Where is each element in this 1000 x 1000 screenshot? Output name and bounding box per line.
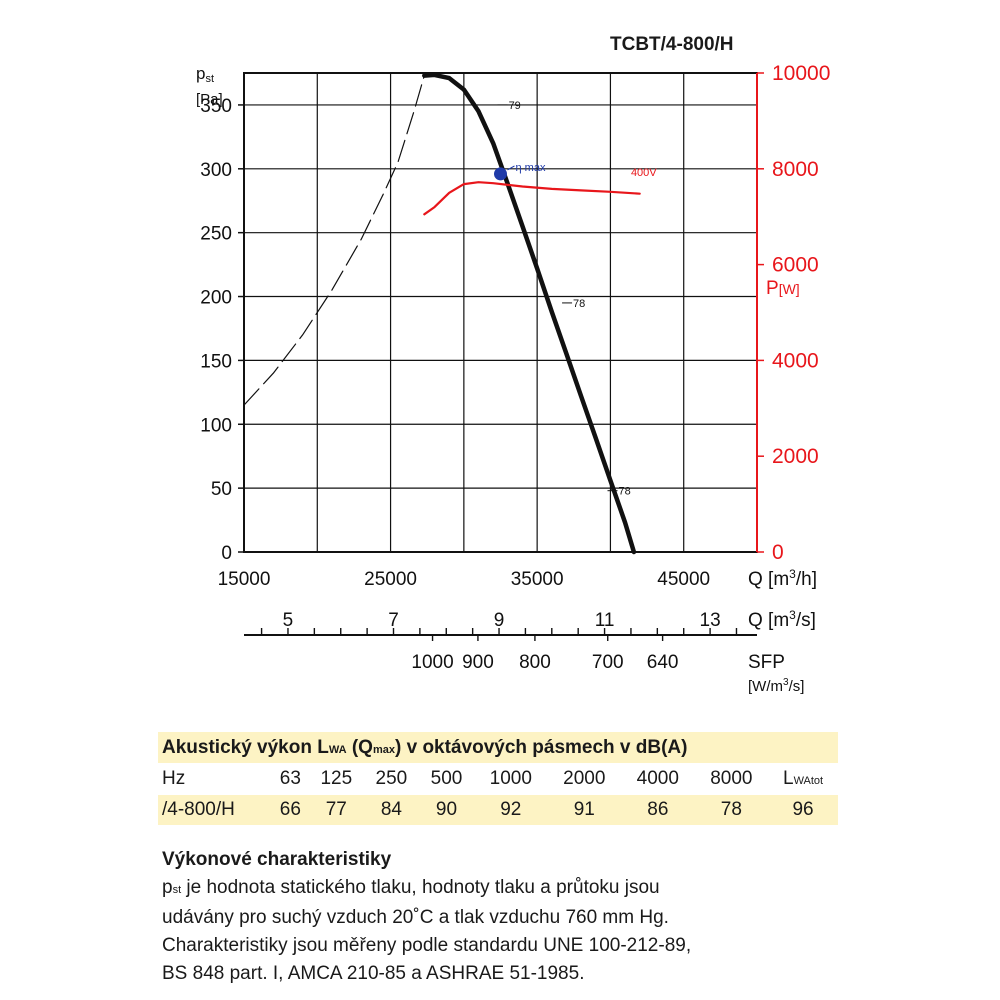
value-8000: 78 (694, 795, 769, 825)
x-tick-m3s: 11 (595, 610, 615, 631)
model-title: TCBT/4-800/H (610, 34, 734, 55)
value-125: 77 (308, 795, 364, 825)
series-400V (423, 181, 641, 216)
performance-heading: Výkonové charakteristiky (162, 849, 392, 870)
sfp-tick-label: 1000 (411, 652, 453, 673)
acoustic-table-title: Akustický výkon LWA (Qmax) v oktávových … (158, 732, 838, 763)
model-values-row: /4-800/H 66 77 84 90 92 91 86 78 96 (158, 795, 838, 825)
freq-4000: 4000 (636, 768, 679, 789)
x-axis-title-m3s: Q [m3/s] (748, 608, 816, 631)
left-tick-label: 50 (211, 479, 232, 500)
performance-line-1: pst je hodnota statického tlaku, hodnoty… (162, 877, 660, 898)
right-tick-label: 10000 (772, 62, 830, 85)
eta-max-label: η max (516, 162, 546, 174)
left-tick-label: 0 (221, 543, 232, 564)
performance-notes: Výkonové charakteristiky pst je hodnota … (162, 846, 882, 988)
value-total: 96 (768, 795, 838, 825)
value-1000: 92 (474, 795, 548, 825)
acoustic-power-table: Akustický výkon LWA (Qmax) v oktávových … (158, 732, 838, 825)
total-header: LWAtot (782, 768, 824, 789)
right-tick-label: 0 (772, 541, 784, 564)
left-tick-label: 150 (200, 351, 232, 372)
sfp-axis-title: SFP (748, 652, 785, 673)
x-tick-m3h: 15000 (218, 569, 271, 590)
right-tick-label: 6000 (772, 254, 819, 277)
sfp-tick-label: 900 (462, 652, 494, 673)
freq-125: 125 (320, 768, 353, 789)
x-tick-m3h: 25000 (364, 569, 417, 590)
x-tick-m3h: 45000 (657, 569, 710, 590)
x-tick-m3s: 13 (700, 610, 721, 631)
value-63: 66 (272, 795, 309, 825)
x-tick-m3s: 7 (388, 610, 399, 631)
chart-curves (243, 72, 641, 555)
left-tick-label: 350 (200, 96, 232, 117)
left-tick-label: 100 (200, 415, 232, 436)
sfp-tick-label: 640 (647, 652, 679, 673)
freq-250: 250 (375, 768, 408, 789)
value-500: 90 (418, 795, 475, 825)
sfp-tick-label: 700 (592, 652, 624, 673)
x-tick-m3h: 35000 (511, 569, 564, 590)
performance-line-4: BS 848 part. I, AMCA 210-85 a ASHRAE 51-… (162, 963, 585, 984)
left-axis-unit: [Pa] (196, 91, 223, 108)
series-label-400v: 400V (631, 167, 657, 179)
x-tick-m3s: 9 (494, 610, 505, 631)
chart-labels: 0 50 100 150 200 250 300 350 pst [Pa] 0 2000 4000 600… (196, 62, 830, 695)
right-tick-label: 8000 (772, 158, 819, 181)
row-model-label: /4-800/H (158, 795, 272, 825)
left-axis-title: pst (196, 64, 214, 85)
freq-500: 500 (430, 768, 463, 789)
freq-1000: 1000 (489, 768, 532, 789)
right-tick-label: 4000 (772, 349, 819, 372)
plot-frame (243, 72, 758, 553)
freq-2000: 2000 (563, 768, 606, 789)
sfp-axis-unit: [W/m3/s] (748, 677, 804, 695)
right-axis-title: P[W] (766, 278, 800, 299)
performance-line-3: Charakteristiky jsou měřeny podle standa… (162, 935, 692, 956)
eta-max-leader (507, 165, 515, 171)
hz-label: Hz (162, 768, 186, 789)
value-4000: 86 (621, 795, 695, 825)
performance-line-2: udávány pro suchý vzduch 20˚C a tlak vzd… (162, 907, 669, 928)
efficiency-label: 78 (573, 298, 585, 310)
series-pressure-unstable (243, 75, 425, 406)
eta-max-point (494, 167, 507, 181)
freq-8000: 8000 (710, 768, 753, 789)
left-tick-label: 300 (200, 160, 232, 181)
chart-grid (238, 72, 764, 641)
left-tick-label: 250 (200, 224, 232, 245)
efficiency-label: 79 (509, 100, 521, 112)
frequency-header-row: Hz 63 125 250 500 1000 2000 4000 8000 LW… (158, 763, 838, 795)
series-pressure-stable (422, 72, 637, 555)
value-250: 84 (363, 795, 419, 825)
sfp-tick-label: 800 (519, 652, 551, 673)
value-2000: 91 (547, 795, 622, 825)
x-tick-m3s: 5 (283, 610, 294, 631)
freq-63: 63 (279, 768, 301, 789)
x-axis-title-m3h: Q [m3/h] (748, 567, 817, 590)
efficiency-label: 78 (618, 486, 630, 498)
right-tick-label: 2000 (772, 445, 819, 468)
left-tick-label: 200 (200, 288, 232, 309)
fan-performance-chart: 0 50 100 150 200 250 300 350 pst [Pa] 0 2000 4000 600… (196, 62, 830, 695)
